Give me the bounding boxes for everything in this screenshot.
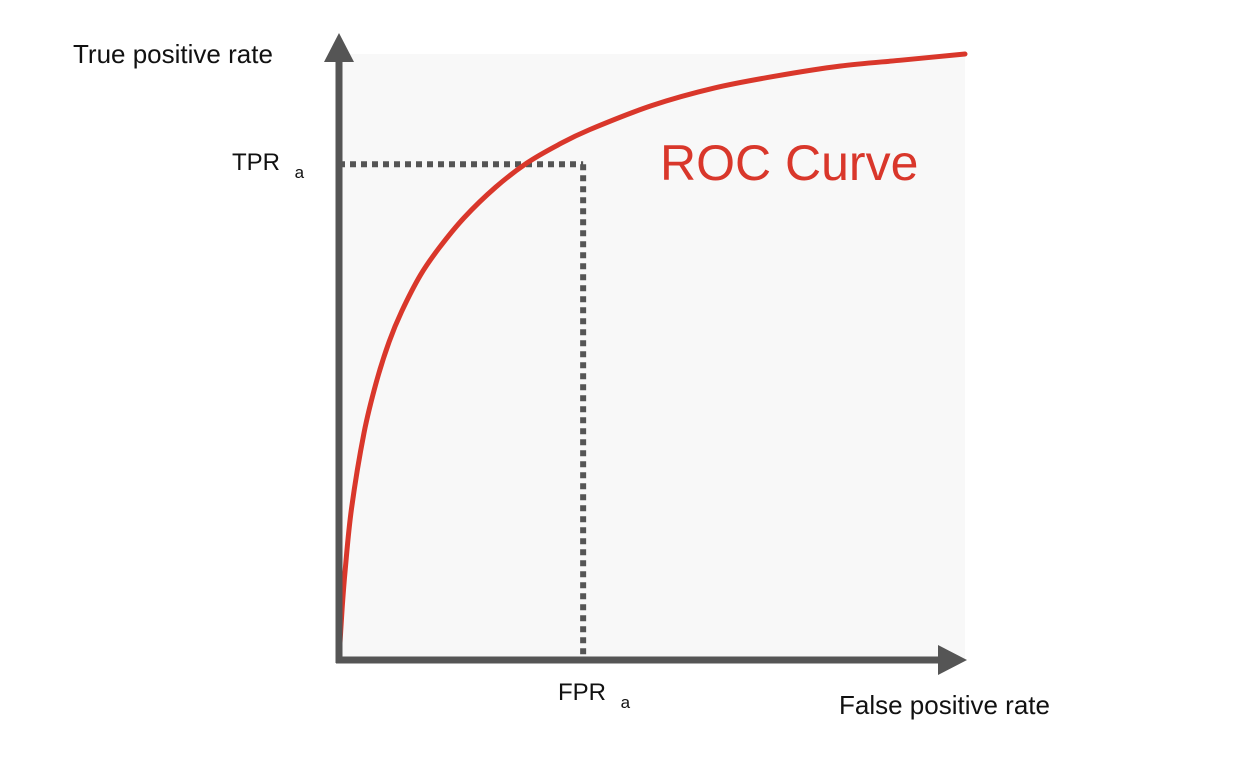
fpr-tick-main: FPR	[558, 679, 606, 706]
fpr-tick-subscript: a	[621, 693, 631, 712]
y-axis-arrowhead	[324, 33, 354, 62]
roc-curve-line	[336, 51, 968, 663]
roc-curve-series-label: ROC Curve	[660, 135, 918, 191]
fpr-a-tick-label: FPR a	[558, 679, 631, 712]
reference-guides	[339, 161, 587, 660]
x-axis-label: False positive rate	[839, 690, 1050, 720]
tpr-a-tick-label: TPR a	[232, 149, 305, 182]
x-axis-arrowhead	[938, 645, 967, 675]
axes	[324, 33, 967, 675]
tpr-tick-subscript: a	[295, 163, 305, 182]
y-axis-label: True positive rate	[73, 39, 273, 69]
plot-background	[339, 54, 965, 660]
series-layer	[336, 51, 968, 663]
tpr-tick-main: TPR	[232, 149, 280, 176]
